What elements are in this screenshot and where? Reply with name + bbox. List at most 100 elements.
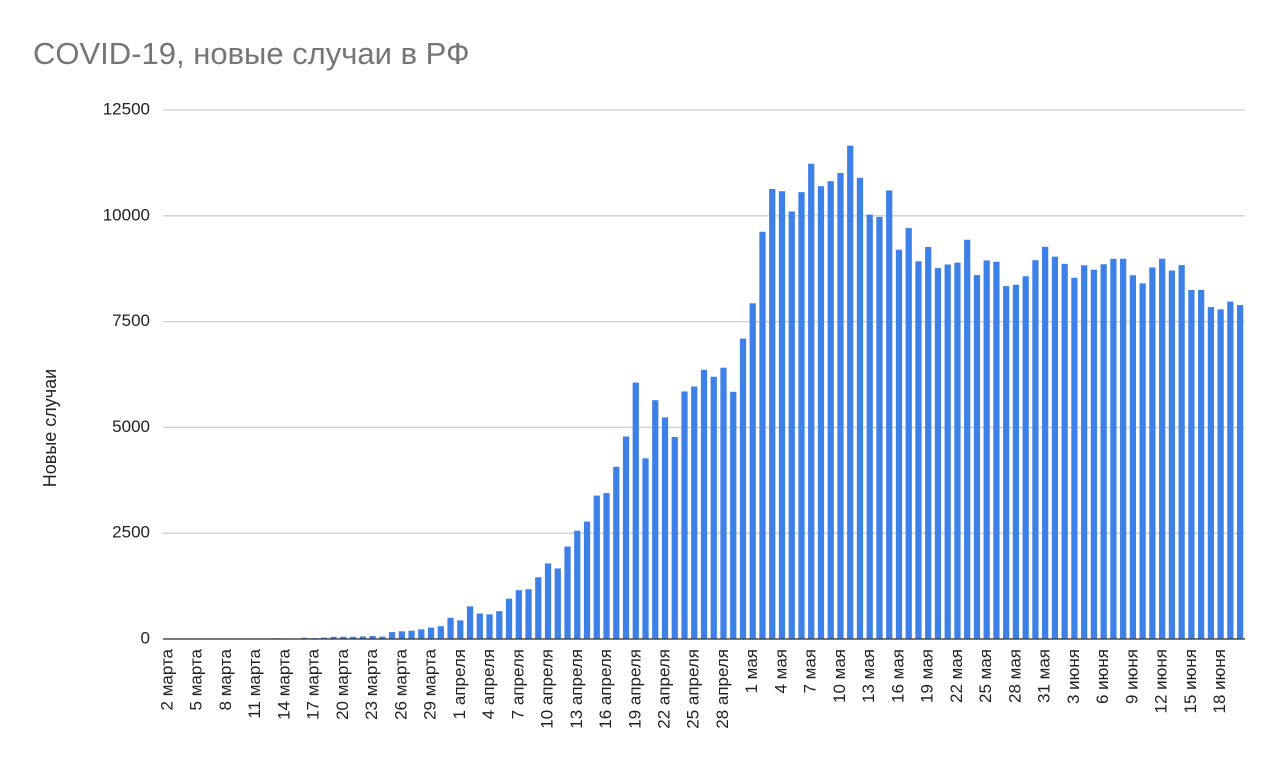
bar [798, 192, 805, 639]
x-tick-label: 25 апреля [684, 649, 703, 729]
bar [925, 246, 932, 639]
bar [1227, 301, 1234, 639]
bar [1032, 260, 1039, 639]
bar [876, 216, 883, 639]
bar [895, 249, 903, 639]
bar [964, 239, 971, 639]
bar [447, 617, 454, 639]
bar [554, 568, 561, 639]
bar [1110, 258, 1117, 639]
bar [856, 177, 864, 639]
bar [1178, 265, 1185, 639]
bar [759, 231, 766, 639]
bar [1120, 258, 1127, 639]
x-tick-label: 22 апреля [654, 649, 673, 729]
x-tick-label: 4 апреля [479, 649, 498, 719]
bar [496, 611, 503, 639]
bar [1139, 283, 1146, 639]
x-tick-label: 1 мая [742, 649, 761, 694]
bar [564, 546, 571, 639]
x-tick-label: 23 марта [362, 648, 381, 719]
bar [1100, 264, 1107, 639]
bar [457, 620, 464, 639]
y-tick-label: 0 [141, 628, 150, 647]
bar [359, 636, 366, 639]
x-tick-label: 10 апреля [538, 649, 557, 729]
x-tick-label: 7 апреля [508, 649, 527, 719]
bar [330, 636, 337, 639]
x-tick-label: 13 апреля [567, 649, 586, 729]
x-tick-label: 5 марта [187, 648, 206, 710]
x-tick-label: 16 апреля [596, 649, 615, 729]
x-tick-label: 22 мая [947, 649, 966, 703]
x-tick-label: 13 мая [859, 649, 878, 703]
bar [1168, 270, 1176, 639]
y-tick-label: 2500 [112, 523, 150, 542]
bar [720, 367, 727, 639]
x-tick-label: 28 апреля [713, 649, 732, 729]
bar [379, 636, 386, 639]
x-tick-label: 15 июня [1181, 649, 1200, 713]
bar [340, 636, 347, 639]
bar [730, 391, 737, 639]
bar [466, 606, 474, 639]
bar [1042, 246, 1049, 639]
x-tick-label: 4 мая [771, 649, 790, 694]
bar [769, 189, 776, 639]
bar [1207, 307, 1215, 639]
bar [1003, 286, 1010, 639]
bar [622, 436, 630, 639]
x-tick-label: 29 марта [421, 648, 440, 719]
bar [827, 181, 834, 640]
x-tick-label: 16 мая [888, 649, 907, 703]
bar [808, 163, 815, 639]
bar [837, 172, 844, 639]
y-tick-label: 10000 [103, 205, 150, 224]
x-tick-label: 6 июня [1093, 649, 1112, 704]
chart-title: COVID-19, новые случаи в РФ [33, 36, 470, 71]
bar [681, 391, 688, 639]
bar [817, 186, 825, 639]
x-tick-label: 10 мая [830, 649, 849, 703]
bar [535, 577, 542, 639]
bar [632, 382, 639, 639]
bar [1159, 258, 1166, 639]
bar [486, 614, 493, 639]
bar [866, 214, 873, 639]
bar [369, 635, 376, 639]
bar [1081, 265, 1088, 639]
bar [505, 598, 513, 639]
bar [661, 417, 669, 639]
bar [1051, 256, 1059, 639]
bar [1188, 290, 1195, 639]
bar [515, 590, 522, 639]
y-tick-label: 12500 [103, 99, 150, 118]
bar [700, 369, 708, 639]
x-tick-label: 19 апреля [625, 649, 644, 729]
bar [749, 303, 756, 639]
x-tick-label: 19 мая [918, 649, 937, 703]
x-tick-label: 14 марта [274, 648, 293, 719]
x-tick-label: 26 марта [391, 648, 410, 719]
bar [886, 190, 893, 639]
x-tick-label: 7 мая [801, 649, 820, 694]
bar [847, 145, 854, 639]
bar [544, 563, 552, 639]
bar [1090, 269, 1098, 639]
x-tick-label: 20 марта [333, 648, 352, 719]
x-tick-label: 1 апреля [450, 649, 469, 719]
bar [427, 627, 435, 639]
bar [574, 530, 581, 639]
bar [1012, 284, 1020, 639]
x-tick-label: 17 марта [304, 648, 323, 719]
x-tick-label: 3 июня [1064, 649, 1083, 704]
bar [944, 264, 951, 639]
x-tick-label: 9 июня [1122, 649, 1141, 704]
bar [1022, 276, 1029, 639]
bar [642, 458, 649, 639]
bar [388, 632, 396, 639]
bar [671, 436, 678, 639]
bar [437, 626, 444, 639]
bar [1198, 289, 1205, 639]
bar [983, 260, 990, 639]
